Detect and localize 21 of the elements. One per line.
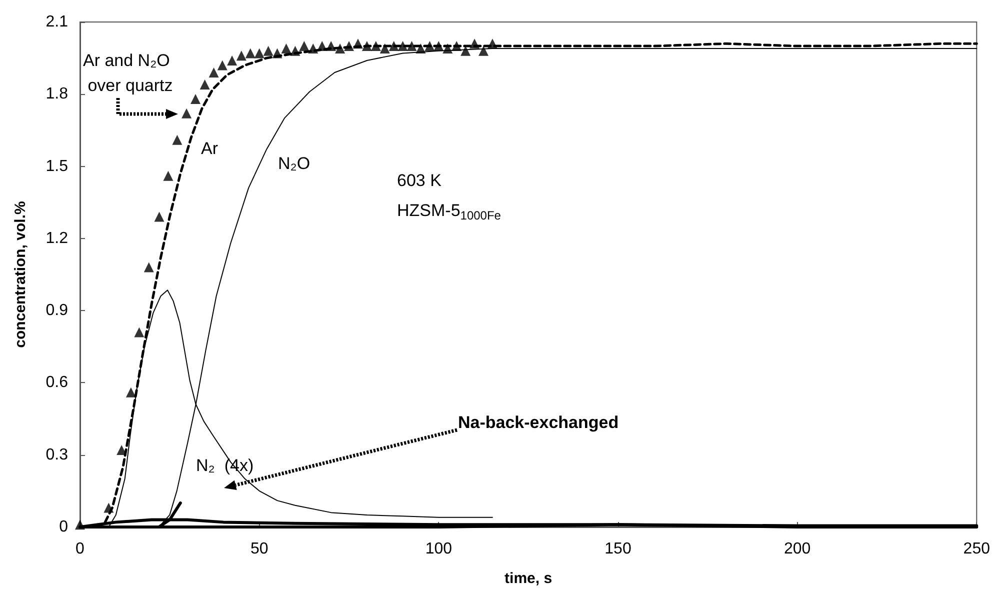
y-tick-label: 0 [59, 518, 68, 536]
y-tick-label: 0.9 [46, 302, 68, 320]
y-tick-label: 0.6 [46, 374, 68, 392]
annotation: Na-back-exchanged [458, 413, 619, 432]
x-tick-label: 100 [425, 540, 452, 558]
x-tick-label: 0 [76, 540, 85, 558]
x-tick-label: 50 [250, 540, 268, 558]
annotation: 603 K [397, 171, 442, 190]
annotation: N₂O [278, 154, 310, 173]
y-axis-title: concentration, vol.% [12, 201, 29, 348]
annotation: Ar and N₂O over quartz [83, 51, 173, 95]
y-tick-label: 2.1 [46, 14, 68, 30]
y-tick-label: 1.5 [46, 158, 68, 175]
x-axis-title: time, s [504, 570, 552, 587]
x-tick-label: 250 [963, 540, 990, 558]
x-tick-label: 150 [604, 540, 632, 558]
y-tick-label: 1.2 [46, 230, 68, 247]
y-tick-label: 1.8 [46, 86, 68, 103]
y-tick-label: 0.3 [46, 446, 68, 464]
x-tick-label: 200 [784, 540, 811, 558]
annotation: Ar [201, 139, 218, 158]
